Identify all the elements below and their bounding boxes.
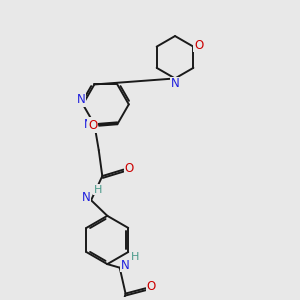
Text: O: O bbox=[194, 39, 203, 52]
Text: N: N bbox=[81, 191, 90, 204]
Text: O: O bbox=[125, 162, 134, 175]
Text: O: O bbox=[88, 119, 97, 132]
Text: N: N bbox=[83, 118, 92, 131]
Text: O: O bbox=[147, 280, 156, 293]
Text: N: N bbox=[121, 259, 129, 272]
Text: H: H bbox=[131, 252, 139, 262]
Text: N: N bbox=[77, 93, 86, 106]
Text: N: N bbox=[171, 77, 179, 90]
Text: H: H bbox=[93, 185, 102, 195]
